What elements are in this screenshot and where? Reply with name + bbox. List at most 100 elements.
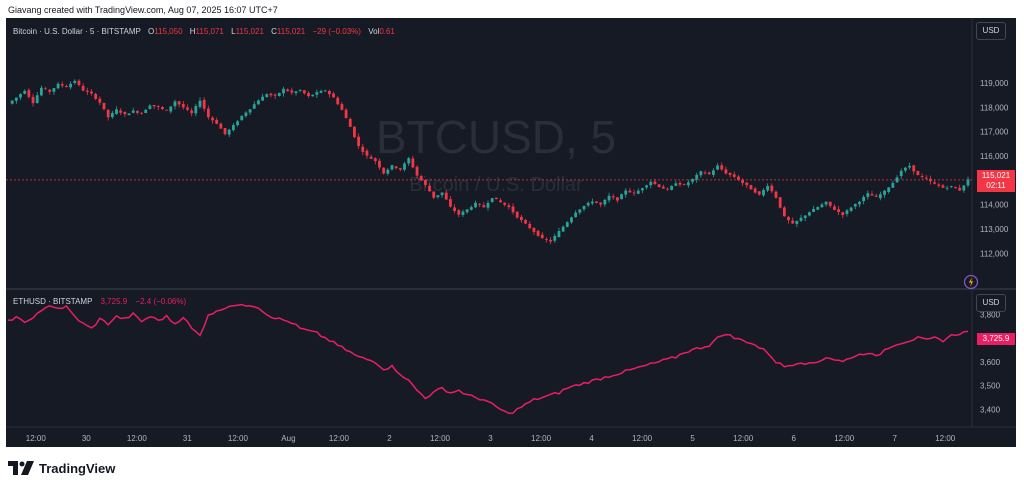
btc-candle-body [340, 104, 344, 110]
btc-candle-body [248, 109, 252, 113]
btc-candle-body [941, 185, 945, 188]
eth-y-tick-label: 3,500 [980, 382, 1001, 391]
btc-candle-body [261, 96, 265, 101]
btc-candle-body [812, 208, 815, 213]
btc-candle-body [123, 112, 127, 115]
x-tick-label: 12:00 [430, 434, 451, 443]
btc-candle-body [728, 172, 732, 175]
btc-candle-body [782, 207, 786, 217]
eth-y-tick-label: 3,600 [980, 358, 1001, 367]
btc-y-tick-label: 118,000 [980, 103, 1009, 112]
open-label: O [147, 27, 155, 36]
btc-candle-body [323, 90, 327, 92]
x-tick-label: 3 [488, 434, 493, 443]
eth-value: 3,725.9 [100, 297, 128, 306]
btc-candle-body [390, 165, 394, 170]
btc-candle-body [682, 184, 686, 185]
btc-candle-body [895, 177, 899, 183]
btc-candle-body [478, 203, 482, 205]
btc-candle-body [590, 201, 594, 204]
btc-candle-body [716, 165, 719, 170]
change-value: −29 (−0.03%) [312, 27, 361, 36]
btc-candle-body [444, 192, 448, 200]
chart-frame[interactable]: BTCUSD, 5 Bitcoin / U.S. Dollar 112,000 113… [6, 18, 1016, 447]
btc-candle-body [152, 104, 156, 107]
btc-candle-body [344, 109, 348, 119]
btc-candle-body [695, 174, 699, 180]
btc-candle-body [423, 179, 427, 185]
btc-candle-body [177, 101, 181, 105]
btc-candle-body [741, 179, 745, 183]
btc-candle-body [945, 187, 949, 189]
btc-candle-body [561, 226, 565, 232]
btc-candle-body [641, 188, 644, 191]
btc-candle-body [236, 121, 239, 126]
btc-candle-body [39, 87, 43, 96]
btc-candle-body [90, 91, 93, 94]
btc-candle-body [286, 89, 290, 92]
tradingview-logo-icon [8, 461, 34, 475]
btc-candle-body [252, 104, 256, 109]
btc-candle-body [499, 200, 502, 203]
btc-candle-body [257, 100, 260, 105]
eth-symbol: ETHUSD · BITSTAMP [13, 297, 93, 306]
btc-currency-button[interactable]: USD [976, 22, 1006, 40]
btc-y-tick-label: 119,000 [980, 79, 1009, 88]
btc-candle-body [131, 110, 135, 113]
btc-candle-body [269, 93, 273, 96]
btc-candle-body [135, 111, 139, 113]
btc-candle-body [770, 185, 774, 192]
btc-candle-body [570, 217, 573, 223]
btc-candle-body [666, 188, 669, 190]
btc-candle-body [774, 191, 778, 198]
btc-candle-body [737, 176, 740, 181]
btc-candle-body [824, 201, 828, 205]
btc-candle-body [461, 211, 465, 215]
btc-candle-body [23, 90, 27, 94]
btc-candle-body [215, 119, 219, 124]
btc-candle-body [503, 202, 507, 205]
btc-candle-body [878, 194, 882, 199]
btc-candle-body [870, 194, 874, 196]
btc-candle-body [319, 91, 323, 93]
btc-candle-body [649, 181, 653, 186]
open-value: 115,050 [154, 27, 183, 36]
btc-candle-body [511, 206, 515, 213]
btc-candle-body [419, 176, 423, 181]
x-tick-label: 4 [589, 434, 594, 443]
btc-candle-body [457, 210, 461, 215]
chart-canvas[interactable]: BTCUSD, 5 Bitcoin / U.S. Dollar 112,000 113… [6, 18, 1016, 447]
x-tick-label: 7 [893, 434, 898, 443]
tradingview-brand[interactable]: TradingView [8, 460, 115, 476]
x-tick-label: 31 [183, 434, 192, 443]
high-value: 115,071 [195, 27, 224, 36]
btc-y-tick-label: 116,000 [980, 152, 1009, 161]
btc-candle-body [749, 185, 753, 190]
btc-candle-body [202, 99, 206, 109]
btc-candle-body [883, 190, 886, 195]
btc-candle-body [949, 186, 953, 187]
btc-candle-body [227, 129, 231, 135]
btc-candle-body [81, 85, 85, 91]
btc-candle-body [27, 90, 31, 97]
btc-candle-body [85, 90, 89, 92]
btc-candle-body [298, 90, 302, 91]
btc-candle-body [745, 182, 749, 186]
btc-candle-body [582, 205, 586, 210]
btc-candle-body [853, 203, 857, 207]
eth-currency-button[interactable]: USD [976, 294, 1006, 312]
btc-candle-body [937, 184, 941, 186]
btc-candle-body [599, 202, 603, 205]
btc-y-tick-label: 113,000 [980, 225, 1009, 234]
btc-candle-body [19, 94, 22, 98]
btc-candle-body [507, 205, 511, 208]
btc-candle-body [628, 190, 632, 193]
btc-candle-body [903, 167, 907, 171]
btc-candle-body [327, 90, 331, 95]
eth-legend: ETHUSD · BITSTAMP 3,725.9 −2.4 (−0.06%) [13, 297, 186, 306]
close-value: 115,021 [276, 27, 306, 36]
alert-icon[interactable] [963, 274, 979, 290]
btc-candle-body [14, 97, 18, 101]
eth-last-price-tag: 3,725.9 [977, 333, 1015, 345]
btc-candle-body [691, 178, 694, 182]
